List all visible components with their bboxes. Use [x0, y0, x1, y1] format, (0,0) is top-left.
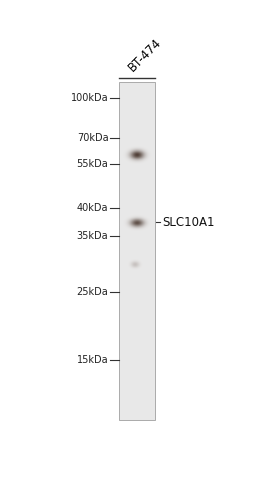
Text: 55kDa: 55kDa [77, 159, 108, 169]
Text: 25kDa: 25kDa [77, 287, 108, 296]
Text: 40kDa: 40kDa [77, 203, 108, 213]
Text: SLC10A1: SLC10A1 [162, 216, 215, 229]
Bar [119, 82, 155, 420]
Text: 35kDa: 35kDa [77, 231, 108, 241]
Text: 100kDa: 100kDa [71, 93, 108, 103]
Text: BT-474: BT-474 [126, 36, 165, 75]
Text: 70kDa: 70kDa [77, 133, 108, 143]
Text: 15kDa: 15kDa [77, 355, 108, 365]
